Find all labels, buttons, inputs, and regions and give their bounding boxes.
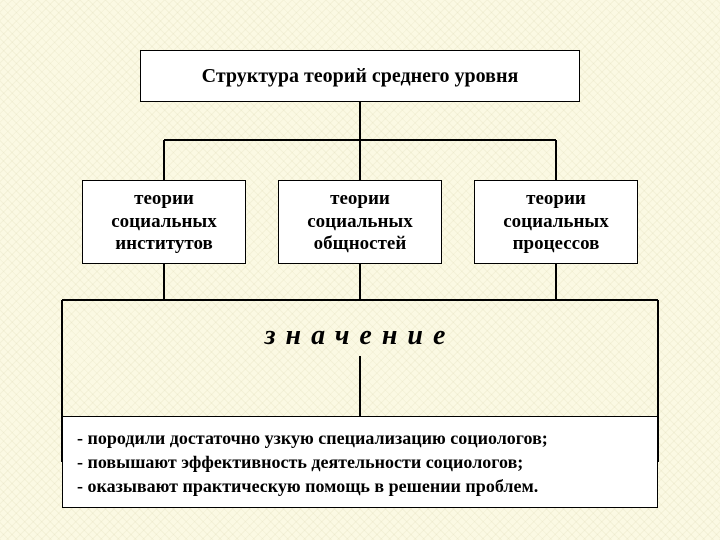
result-text: - породили достаточно узкую специализаци… xyxy=(77,426,643,499)
child-text: теории социальных институтов xyxy=(111,188,216,256)
child-line: социальных xyxy=(307,211,412,232)
child-text: теории социальных общностей xyxy=(307,188,412,256)
title-text: Структура теорий среднего уровня xyxy=(202,65,519,88)
child-text: теории социальных процессов xyxy=(503,188,608,256)
result-line: - повышают эффективность деятельности со… xyxy=(77,452,523,472)
child-box-institutes: теории социальных институтов xyxy=(82,180,246,264)
result-box: - породили достаточно узкую специализаци… xyxy=(62,416,658,508)
child-line: теории xyxy=(134,188,194,209)
title-box: Структура теорий среднего уровня xyxy=(140,50,580,102)
meaning-label: значение xyxy=(0,320,720,352)
child-line: теории xyxy=(526,188,586,209)
child-line: теории xyxy=(330,188,390,209)
child-line: общностей xyxy=(314,233,407,254)
child-line: социальных xyxy=(503,211,608,232)
result-line: - породили достаточно узкую специализаци… xyxy=(77,428,548,448)
meaning-text: значение xyxy=(265,320,456,351)
result-line: - оказывают практическую помощь в решени… xyxy=(77,476,538,496)
child-box-processes: теории социальных процессов xyxy=(474,180,638,264)
child-line: институтов xyxy=(115,233,213,254)
child-box-communities: теории социальных общностей xyxy=(278,180,442,264)
child-line: социальных xyxy=(111,211,216,232)
child-line: процессов xyxy=(513,233,600,254)
